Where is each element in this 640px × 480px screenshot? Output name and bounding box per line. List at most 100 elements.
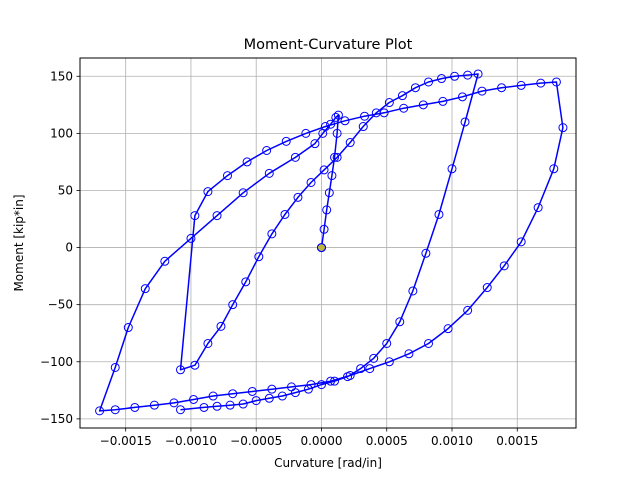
data-point-marker	[242, 157, 252, 167]
data-point-marker	[358, 122, 368, 132]
data-point-marker	[267, 229, 277, 239]
data-point-marker	[326, 119, 336, 129]
grid-lines	[80, 58, 576, 428]
data-point-marker	[281, 136, 291, 146]
data-point-marker	[254, 252, 264, 262]
data-point-marker	[310, 139, 320, 149]
data-point-marker	[443, 324, 453, 334]
data-point-marker	[424, 77, 434, 87]
data-point-marker	[340, 116, 350, 126]
data-point-marker	[558, 123, 568, 133]
data-point-marker	[110, 362, 120, 372]
data-point-marker	[190, 360, 200, 370]
data-point-marker	[395, 317, 405, 327]
data-point-marker	[397, 91, 407, 101]
data-point-marker	[345, 138, 355, 148]
data-point-marker	[280, 209, 290, 219]
data-point-marker	[316, 380, 326, 390]
data-point-marker	[264, 168, 274, 178]
data-point-marker	[277, 391, 287, 401]
data-point-marker	[149, 400, 159, 410]
data-point-marker	[290, 152, 300, 162]
data-point-marker	[190, 211, 200, 221]
data-point-marker	[371, 108, 381, 118]
data-point-marker	[437, 74, 447, 84]
data-point-marker	[482, 283, 492, 293]
data-point-marker	[319, 165, 329, 175]
data-point-marker	[110, 405, 120, 415]
data-point-marker	[95, 406, 105, 416]
y-axis-title: Moment [kip*in]	[12, 194, 26, 291]
data-point-marker	[322, 205, 332, 215]
data-point-marker	[199, 402, 209, 412]
data-point-marker	[369, 353, 379, 363]
x-axis-title: Curvature [rad/in]	[274, 456, 382, 470]
data-point-marker	[399, 103, 409, 113]
data-point-marker	[408, 286, 418, 296]
x-tick-label: 0.0005	[366, 434, 408, 448]
data-point-marker	[516, 237, 526, 247]
data-point-marker	[360, 111, 370, 121]
data-point-marker	[212, 401, 222, 411]
data-point-marker	[418, 100, 428, 110]
data-point-marker	[463, 70, 473, 80]
data-point-marker	[551, 77, 561, 87]
data-point-marker	[247, 386, 257, 396]
data-point-marker	[293, 192, 303, 202]
data-point-marker	[516, 80, 526, 90]
data-point-marker	[460, 117, 470, 127]
data-point-marker	[410, 83, 420, 93]
data-point-marker	[306, 380, 316, 390]
data-layer	[95, 69, 568, 416]
data-point-marker	[473, 69, 483, 79]
data-point-marker	[160, 256, 170, 266]
data-point-marker	[212, 211, 222, 221]
data-point-marker	[251, 396, 261, 406]
data-point-marker	[343, 372, 353, 382]
data-point-marker	[549, 164, 559, 174]
data-point-marker	[303, 384, 313, 394]
data-point-marker	[316, 243, 326, 253]
x-tick-label: 0.0015	[496, 434, 538, 448]
data-point-marker	[330, 152, 340, 162]
data-point-marker	[424, 338, 434, 348]
x-tick-label: 0.0000	[300, 434, 342, 448]
data-point-marker	[463, 305, 473, 315]
data-point-marker	[140, 284, 150, 294]
data-point-marker	[438, 96, 448, 106]
data-point-marker	[327, 171, 337, 181]
data-point-marker	[203, 187, 213, 197]
data-point-marker	[434, 209, 444, 219]
data-point-marker	[536, 78, 546, 88]
data-point-marker	[267, 384, 277, 394]
data-point-marker	[450, 71, 460, 81]
data-point-marker	[238, 188, 248, 198]
y-tick-label: −50	[48, 298, 73, 312]
data-point-marker	[203, 338, 213, 348]
data-point-marker	[169, 398, 179, 408]
y-tick-label: 0	[65, 241, 73, 255]
data-point-marker	[216, 321, 226, 331]
y-tick-label: −100	[40, 355, 73, 369]
data-point-marker	[228, 389, 238, 399]
data-point-marker	[421, 248, 431, 258]
data-point-marker	[176, 365, 186, 375]
data-point-marker	[290, 388, 300, 398]
data-point-marker	[330, 376, 340, 386]
data-point-marker	[306, 177, 316, 187]
data-point-marker	[319, 224, 329, 234]
data-point-marker	[499, 261, 509, 271]
data-point-marker	[186, 233, 196, 243]
data-point-marker	[264, 393, 274, 403]
data-point-marker	[324, 188, 334, 198]
data-point-marker	[208, 391, 218, 401]
x-tick-label: −0.0010	[165, 434, 217, 448]
data-point-marker	[228, 300, 238, 310]
data-point-marker	[332, 128, 342, 138]
data-point-marker	[225, 400, 235, 410]
data-point-marker	[222, 171, 232, 181]
y-tick-label: 50	[58, 183, 73, 197]
data-point-marker	[238, 399, 248, 409]
